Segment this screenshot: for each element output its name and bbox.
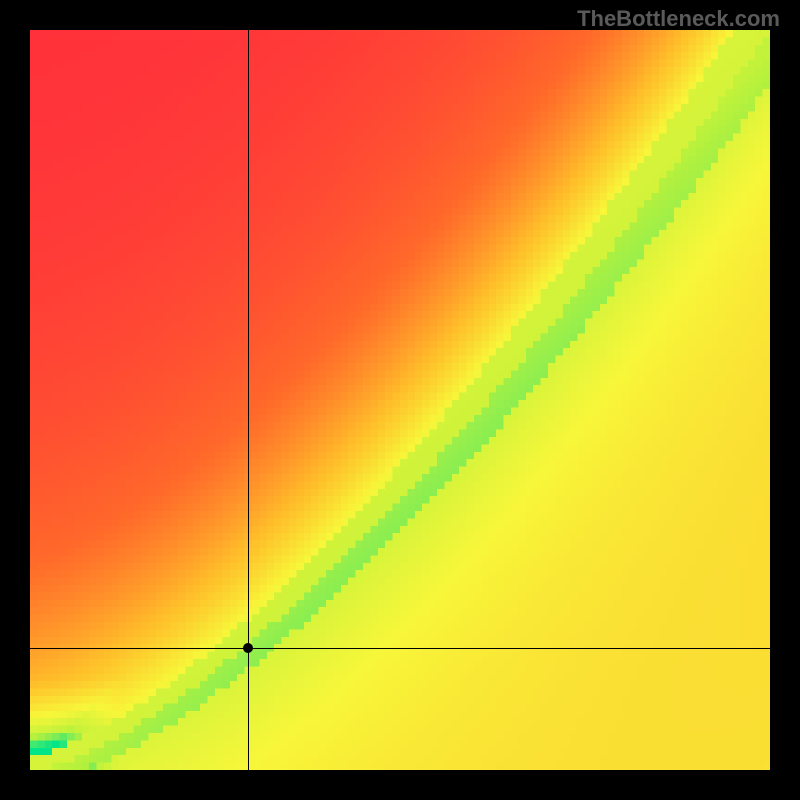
crosshair-horizontal (30, 648, 770, 649)
crosshair-vertical (248, 30, 249, 770)
chart-container: TheBottleneck.com (0, 0, 800, 800)
watermark-text: TheBottleneck.com (577, 6, 780, 32)
selection-marker-dot (243, 643, 253, 653)
bottleneck-heatmap (30, 30, 770, 770)
plot-area (30, 30, 770, 770)
